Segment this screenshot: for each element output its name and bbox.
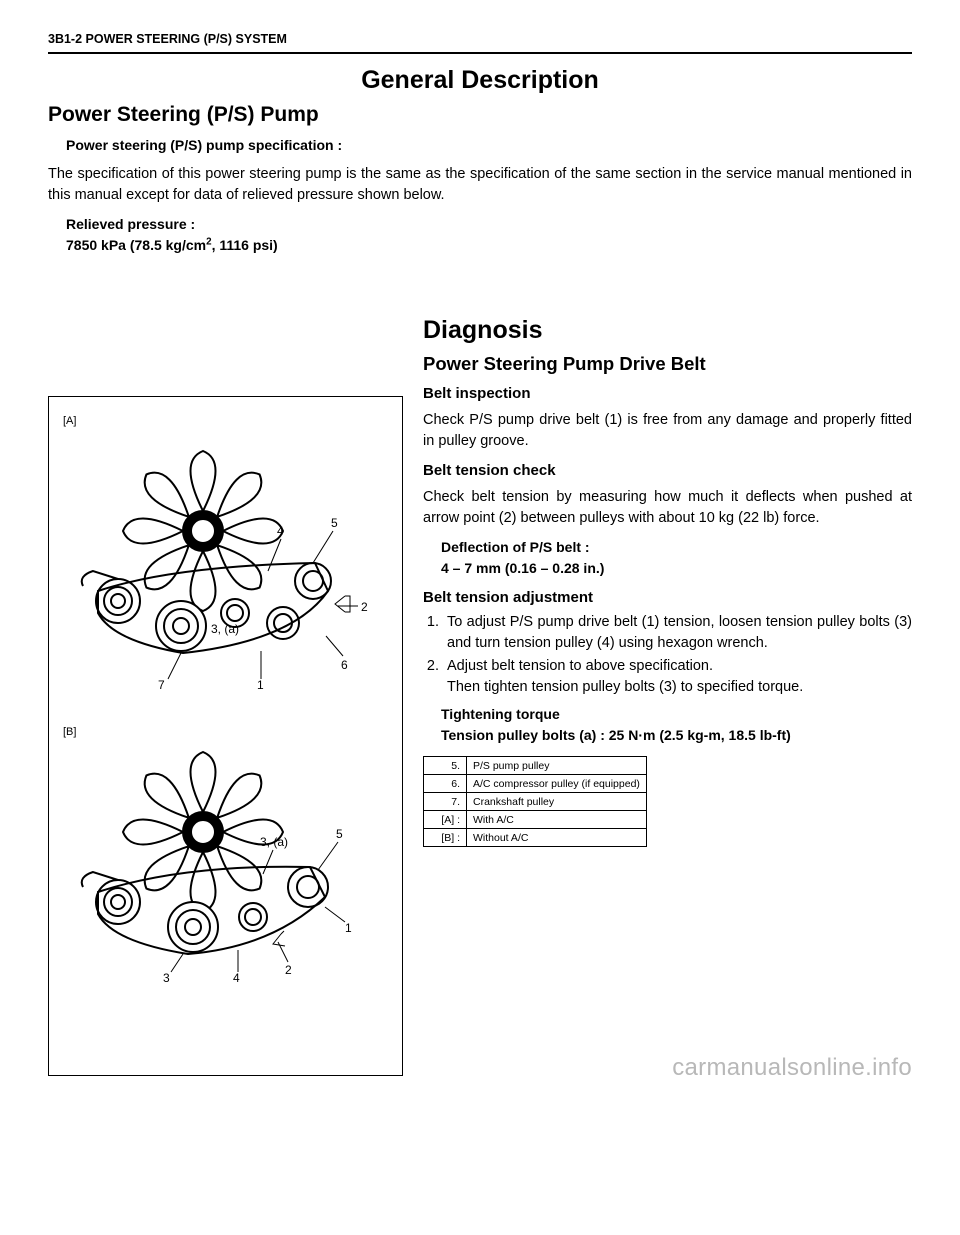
callout-b-3: 3 — [163, 971, 170, 982]
torque-value: Tension pulley bolts (a) : 25 N·m (2.5 k… — [441, 725, 912, 746]
deflection-block: Deflection of P/S belt : 4 – 7 mm (0.16 … — [423, 537, 912, 579]
belt-tension-check-text: Check belt tension by measuring how much… — [423, 487, 912, 529]
deflection-label: Deflection of P/S belt : — [441, 537, 912, 558]
table-row: 7.Crankshaft pulley — [424, 793, 647, 811]
subsection-ps-pump: Power Steering (P/S) Pump — [48, 103, 912, 127]
torque-label: Tightening torque — [441, 704, 912, 725]
step-1: To adjust P/S pump drive belt (1) tensio… — [443, 612, 912, 654]
section-general-description: General Description — [48, 66, 912, 95]
watermark: carmanualsonline.info — [672, 1054, 912, 1082]
diagram-a: 5 4 2 6 1 7 3, (a) — [63, 431, 388, 696]
callout-b-4: 4 — [233, 971, 240, 982]
table-row: [A] :With A/C — [424, 811, 647, 829]
table-row: 6.A/C compressor pulley (if equipped) — [424, 775, 647, 793]
callout-a-2: 2 — [361, 600, 368, 614]
section-diagnosis: Diagnosis — [423, 316, 912, 345]
belt-inspection-head: Belt inspection — [423, 385, 912, 402]
callout-a-1: 1 — [257, 678, 264, 691]
belt-inspection-text: Check P/S pump drive belt (1) is free fr… — [423, 410, 912, 452]
spec-paragraph: The specification of this power steering… — [48, 164, 912, 206]
spec-label: Power steering (P/S) pump specification … — [48, 135, 912, 156]
table-row: [B] :Without A/C — [424, 829, 647, 847]
diagram-b: 5 3, (a) 1 2 4 3 — [63, 742, 388, 987]
table-row: 5.P/S pump pulley — [424, 757, 647, 775]
callout-a-7: 7 — [158, 678, 165, 691]
diagram-box: [A] — [48, 396, 403, 1076]
subsection-drive-belt: Power Steering Pump Drive Belt — [423, 353, 912, 375]
diagram-label-a: [A] — [63, 415, 388, 427]
header-text: 3B1-2 POWER STEERING (P/S) SYSTEM — [48, 32, 287, 46]
relieved-pressure-block: Relieved pressure : 7850 kPa (78.5 kg/cm… — [48, 214, 912, 256]
callout-b-5: 5 — [336, 827, 343, 841]
callout-a-4: 4 — [277, 524, 284, 538]
legend-table: 5.P/S pump pulley 6.A/C compressor pulle… — [423, 756, 647, 847]
step-2: Adjust belt tension to above specificati… — [443, 656, 912, 698]
deflection-value: 4 – 7 mm (0.16 – 0.28 in.) — [441, 558, 912, 579]
belt-adjustment-head: Belt tension adjustment — [423, 589, 912, 606]
page-header: 3B1-2 POWER STEERING (P/S) SYSTEM — [48, 30, 912, 54]
callout-b-1: 1 — [345, 921, 352, 935]
adjustment-steps: To adjust P/S pump drive belt (1) tensio… — [423, 612, 912, 698]
callout-a-3a: 3, (a) — [211, 622, 239, 636]
belt-tension-check-head: Belt tension check — [423, 462, 912, 479]
diagram-label-b: [B] — [63, 726, 388, 738]
torque-block: Tightening torque Tension pulley bolts (… — [423, 704, 912, 746]
relieved-value: 7850 kPa (78.5 kg/cm2, 1116 psi) — [66, 235, 912, 256]
diagram-column: [A] — [48, 316, 403, 1076]
callout-b-3a: 3, (a) — [260, 835, 288, 849]
callout-a-6: 6 — [341, 658, 348, 672]
right-column: Diagnosis Power Steering Pump Drive Belt… — [423, 316, 912, 1076]
relieved-label: Relieved pressure : — [66, 214, 912, 235]
callout-a-5: 5 — [331, 516, 338, 530]
callout-b-2: 2 — [285, 963, 292, 977]
